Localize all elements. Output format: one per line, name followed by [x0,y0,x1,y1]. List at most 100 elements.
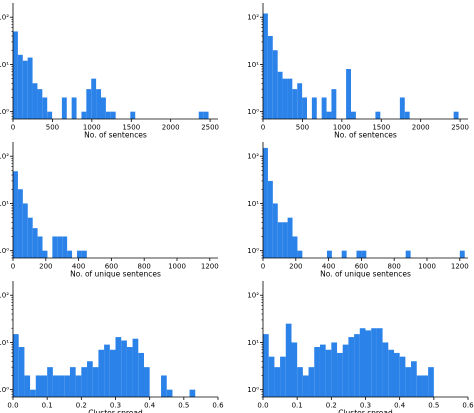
histogram-bar [81,367,88,397]
histogram-bar [42,250,48,258]
x-tick-label: 1200 [201,263,219,271]
x-tick-label: 0.1 [42,402,53,410]
x-tick-label: 0.5 [428,402,439,410]
histogram-bar [42,97,48,119]
x-tick-label: 1500 [122,124,140,132]
histogram-bar [105,111,111,119]
histogram-bar [58,375,65,397]
histogram-bar [61,97,67,119]
x-tick-label: 2000 [412,124,430,132]
histogram-bar [143,367,150,397]
x-tick-label: 2500 [451,124,469,132]
bars-top-right [263,13,459,120]
histogram-bar [361,250,367,258]
histogram-bar [62,236,68,258]
histogram-bar [96,89,101,119]
histogram-bar [75,375,82,397]
histogram-bar [297,250,303,258]
x-axis-label: No. of sentences [84,131,147,140]
histogram-bar [382,342,389,397]
histogram-bar [57,236,63,258]
x-tick-label: 2000 [162,124,180,132]
bars-bottom-right [263,323,434,397]
chart-panel-bottom-right: 0.0 0.1 0.2 0.3 0.4 0.5 0.6 10⁰ 10¹ 10² Cluster sp… [247,281,474,413]
x-tick-label: 0 [261,263,265,271]
histogram-bar [350,111,356,119]
histogram-bar [376,328,383,397]
y-tick-label: 10¹ [0,61,9,69]
chart-panel-top-left: 0 500 1000 1500 2000 2500 10⁰ 10¹ 10² No. of sent… [0,3,219,140]
x-tick-label: 1000 [418,263,436,271]
histogram-bar [87,361,93,397]
x-tick-label: 1500 [372,124,390,132]
x-tick-label: 0 [261,124,265,132]
x-tick-label: 1000 [333,124,351,132]
histogram-bar [277,222,283,258]
y-tick-label: 10¹ [247,339,259,347]
histogram-bar [348,337,355,397]
histogram-bar [453,111,459,119]
histogram-bar [342,344,349,397]
histogram-bar [346,69,351,119]
x-tick-label: 0.0 [257,402,268,410]
histogram-bar [198,111,204,119]
histogram-bar [13,31,18,119]
x-tick-label: 1000 [83,124,101,132]
x-tick-label: 400 [72,263,85,271]
y-tick-label: 10⁰ [247,108,259,116]
histogram-bar [76,250,82,258]
histogram-bar [272,50,278,120]
histogram-bar [104,344,110,397]
x-tick-label: 0 [11,124,15,132]
histogram-bar [13,171,18,258]
x-tick-label: 0.0 [7,402,18,410]
histogram-bar [405,250,411,258]
histogram-bar [399,97,405,119]
histogram-bar [52,375,59,397]
bars-bottom-left [13,334,196,397]
histogram-bar [326,111,332,119]
y-tick-label: 10⁰ [0,247,9,255]
histogram-bar [32,228,38,258]
y-tick-label: 10¹ [0,339,9,347]
chart-panel-top-right: 0 500 1000 1500 2000 2500 10⁰ 10¹ 10² No. of sent… [247,3,469,140]
histogram-bar [37,236,43,258]
histogram-bar [69,367,76,397]
y-tick-label: 10² [0,153,9,161]
histogram-bar [132,338,139,397]
histogram-bar [302,97,307,119]
histogram-bar [263,334,269,397]
histogram-bar [302,375,309,397]
chart-panel-bottom-left: 0.0 0.1 0.2 0.3 0.4 0.5 0.6 10⁰ 10¹ 10² Cluster sp… [0,281,224,413]
histogram-bar [287,217,293,258]
histogram-bar [13,334,19,397]
x-tick-label: 0.4 [144,402,156,410]
histogram-bar [404,111,410,119]
y-tick-label: 10² [247,153,259,161]
histogram-bar [272,203,278,258]
y-tick-label: 10² [0,14,9,22]
histogram-bar [22,203,28,258]
x-tick-label: 1000 [168,263,186,271]
histogram-bar [109,349,116,397]
histogram-bar [422,375,429,397]
histogram-bar [17,54,23,120]
x-axis-label: No. of unique sentences [320,270,411,279]
histogram-bar [359,328,366,397]
histogram-bar [325,349,332,397]
histogram-bar [86,89,92,119]
histogram-bar [203,111,209,119]
x-axis-label: No. of unique sentences [70,270,161,279]
histogram-bar [64,375,70,397]
histogram-bar [416,375,423,397]
histogram-bar [292,89,298,119]
histogram-bar [52,236,58,258]
y-tick-label: 10⁰ [0,386,9,394]
histogram-bar [126,347,133,397]
histogram-bar [287,78,293,119]
histogram-bar [110,111,116,119]
x-tick-label: 500 [46,124,59,132]
histogram-bar [67,250,73,258]
histogram-bar [405,367,412,397]
histogram-bar [18,347,25,397]
